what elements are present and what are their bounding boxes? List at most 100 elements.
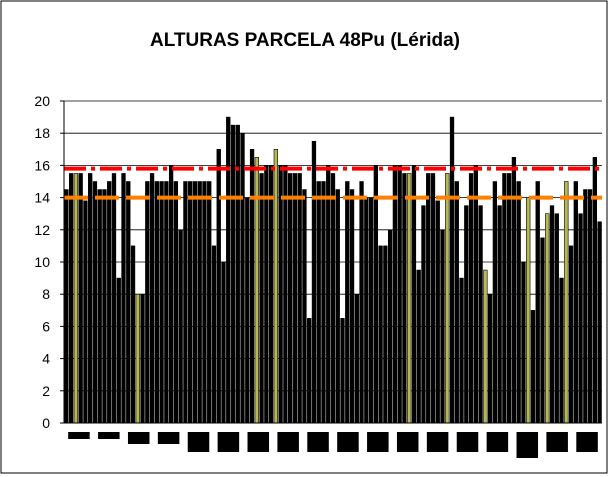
x-category-label-block [546,432,568,452]
x-category-label-block [277,432,299,452]
bar [230,124,236,424]
bar [188,181,193,424]
x-category-label-block [426,432,449,452]
y-tick-label: 6 [42,318,50,334]
x-category-label-block [486,432,509,452]
bar [349,189,355,424]
bar [587,189,593,424]
bar [83,200,88,424]
bar [297,173,302,424]
bar [192,181,198,424]
y-tick-label: 2 [42,383,50,399]
bar [411,165,417,424]
y-tick-label: 16 [34,157,50,173]
y-tick-label: 10 [34,254,50,270]
bar [530,309,536,424]
y-tick-label: 12 [34,222,50,238]
bar [387,229,393,424]
x-category-label-block [127,432,150,444]
bar [140,293,145,424]
bar [335,189,340,424]
bar [368,197,374,424]
x-category-label-block [68,432,90,439]
x-category-label-block [247,432,270,452]
bar [240,132,245,424]
y-tick-label: 20 [34,93,50,109]
bar [449,116,455,424]
bar [430,173,436,424]
bar [407,173,412,424]
bar [126,181,131,424]
bar [435,200,440,424]
x-category-label-block [396,432,419,452]
x-category-label-block [367,432,389,452]
bar [330,173,336,424]
bar [259,173,264,424]
bar [559,277,564,424]
bar [307,318,312,424]
bar [202,181,207,424]
x-category-label-block [157,432,180,444]
bar [221,261,226,424]
bar [540,237,545,424]
bar [345,181,350,424]
bar [459,277,464,424]
bar [383,245,388,424]
bar [583,189,588,424]
bar [92,181,98,424]
bar [268,165,274,424]
bar [149,173,155,424]
bar [445,173,450,424]
bar [378,245,383,424]
bar [159,181,164,424]
bar [116,277,121,424]
x-axis-label-blocks [68,432,598,458]
bar [359,181,364,424]
bar [249,149,255,424]
bar [473,165,478,424]
x-category-label-block [456,432,479,452]
bar [78,173,83,424]
bar [464,205,469,424]
reference-lines [64,166,602,200]
bar [487,293,493,424]
bar [207,181,212,424]
bar [245,197,250,424]
bar [121,173,126,424]
bar [278,165,283,424]
bar [135,293,140,424]
bars [64,116,602,424]
bar [440,229,445,424]
x-category-label-block [217,432,240,452]
bar [397,165,402,424]
bar [130,245,136,424]
y-axis: 0 2 4 6 8 10 12 14 16 18 20 [34,93,64,431]
bar [554,213,559,424]
bar [564,181,569,424]
bar [211,245,217,424]
bar [468,173,474,424]
bar [287,173,293,424]
y-tick-label: 8 [42,286,50,302]
x-category-label-block [307,432,329,452]
x-category-label-block [337,432,359,452]
bar [340,318,345,424]
bar [535,181,540,424]
bar [197,181,202,424]
x-category-label-block [576,432,598,452]
bar [597,221,602,424]
bar [145,181,150,424]
bar [421,205,426,424]
bar [178,229,183,424]
bar [392,165,398,424]
bar [364,197,369,424]
x-category-label-block [187,432,210,452]
bar [88,173,93,424]
bar [521,261,526,424]
bar [549,205,555,424]
bar [68,173,74,424]
bar [578,213,583,424]
